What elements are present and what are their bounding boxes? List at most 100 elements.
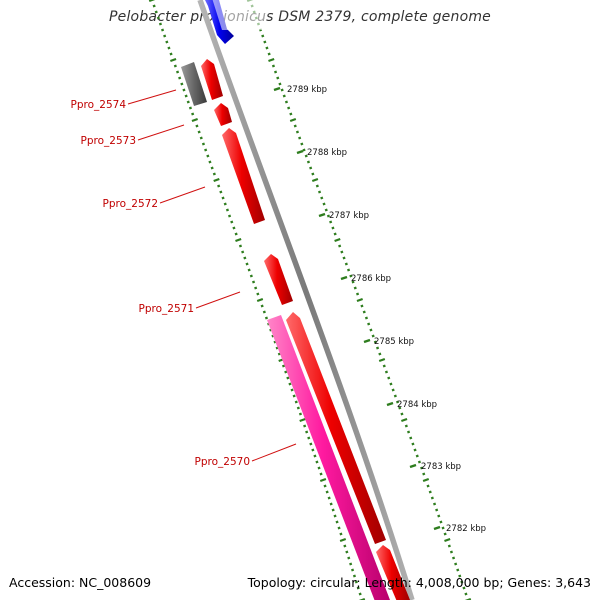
inner-ring-tick [323, 484, 327, 488]
gene-ppro-2572 [222, 128, 265, 224]
inner-ring-tick [352, 574, 357, 578]
inner-ring-tick [299, 417, 306, 423]
outer-ring-tick [311, 172, 315, 176]
outer-ring-tick [268, 57, 275, 63]
inner-ring-tick [163, 34, 167, 38]
inner-ring-tick [309, 442, 313, 446]
outer-ring-tick [409, 436, 413, 440]
outer-ring-tick [456, 568, 460, 572]
leader-ppro-2573 [137, 124, 185, 141]
inner-ring-tick [234, 232, 238, 236]
inner-ring-tick [337, 526, 341, 530]
inner-ring-tick [260, 304, 264, 308]
inner-ring-tick [148, 0, 156, 3]
scale-label-2786: 2786 kbp [351, 274, 391, 284]
outer-ring-tick [261, 34, 265, 38]
inner-ring-tick [169, 52, 173, 56]
inner-ring-tick [282, 364, 286, 368]
gene-ppro-2573 [214, 103, 232, 126]
outer-ring-tick [282, 94, 286, 98]
outer-ring-tick [452, 556, 456, 560]
outer-ring-tick [309, 166, 313, 170]
inner-ring-tick [156, 16, 160, 20]
scale-label-2785: 2785 kbp [374, 337, 414, 347]
outer-ring-tick [334, 237, 341, 243]
outer-ring-tick [371, 334, 375, 338]
major-tick-2787 [318, 212, 326, 218]
inner-ring-tick [180, 82, 184, 86]
outer-ring-tick [435, 508, 439, 512]
outer-ring-tick [276, 76, 280, 80]
inner-ring-tick [208, 160, 212, 164]
inner-ring-tick [161, 28, 165, 32]
inner-ring-tick [294, 400, 298, 404]
outer-ring-tick [284, 100, 289, 104]
inner-ring-tick [223, 202, 227, 206]
major-tick-2789 [273, 86, 281, 92]
outer-ring-tick [362, 310, 366, 314]
inner-ring-tick [152, 4, 156, 8]
inner-tick-ring [148, 0, 366, 600]
inner-ring-tick [317, 466, 321, 470]
inner-ring-tick [256, 292, 260, 296]
outer-ring-tick [351, 280, 355, 284]
outer-ring-tick [382, 364, 386, 368]
leader-ppro-2574 [127, 89, 177, 105]
inner-ring-tick [206, 154, 210, 158]
outer-ring-tick [462, 586, 466, 590]
inner-ring-tick [188, 106, 192, 110]
outer-ring-tick [300, 142, 304, 146]
outer-ring-tick [413, 448, 417, 452]
inner-ring-tick [219, 190, 223, 194]
gene-ppro-2570 [267, 315, 390, 600]
outer-ring-tick [315, 184, 319, 188]
inner-ring-tick [191, 117, 198, 123]
inner-ring-tick [298, 412, 302, 416]
outer-ring-tick [267, 52, 271, 56]
inner-ring-tick [292, 394, 296, 398]
inner-ring-tick [358, 592, 362, 596]
outer-ring-tick [422, 477, 430, 483]
inner-ring-tick [204, 148, 208, 152]
inner-ring-tick [228, 214, 232, 218]
outer-ring-tick [444, 537, 451, 543]
scale-label-2788: 2788 kbp [307, 148, 347, 158]
outer-ring-tick [353, 286, 357, 290]
gene-label-ppro-2573: Ppro_2573 [81, 135, 136, 147]
gene-ppro-2574-strand [201, 59, 223, 100]
inner-ring-tick [264, 316, 269, 320]
outer-ring-tick [449, 550, 454, 554]
major-tick-2786 [340, 275, 348, 281]
outer-ring-tick [293, 124, 297, 128]
inner-ring-tick [251, 280, 256, 284]
outer-ring-tick [265, 46, 269, 50]
outer-ring-tick [378, 352, 382, 356]
outer-ring-tick [331, 226, 335, 230]
major-tick-2785 [363, 338, 371, 344]
outer-ring-tick [443, 532, 447, 536]
inner-ring-tick [201, 142, 206, 146]
outer-ring-tick [422, 472, 426, 476]
inner-ring-tick [254, 286, 258, 290]
major-tick-2783 [409, 463, 417, 469]
outer-ring-tick [320, 196, 324, 200]
outer-ring-tick [406, 430, 411, 434]
outer-ring-tick [369, 328, 373, 332]
outer-ring-tick [318, 190, 322, 194]
inner-ring-tick [284, 370, 288, 374]
major-tick-2784 [386, 401, 394, 407]
inner-ring-tick [235, 237, 242, 243]
outer-ring-tick [432, 502, 437, 506]
outer-ring-tick [426, 484, 430, 488]
outer-ring-tick [447, 544, 451, 548]
gene-labels: Ppro_2574 Ppro_2573 Ppro_2572 Ppro_2571 … [71, 99, 250, 468]
inner-ring-tick [331, 508, 335, 512]
outer-ring-tick [428, 490, 432, 494]
major-tick-2782 [433, 525, 441, 531]
outer-ring-tick [439, 520, 443, 524]
outer-ring-tick [347, 268, 351, 272]
gene-label-lines [127, 89, 297, 462]
inner-ring-tick [288, 382, 292, 386]
gene-ppro-2571 [264, 254, 293, 305]
inner-ring-tick [354, 580, 358, 584]
